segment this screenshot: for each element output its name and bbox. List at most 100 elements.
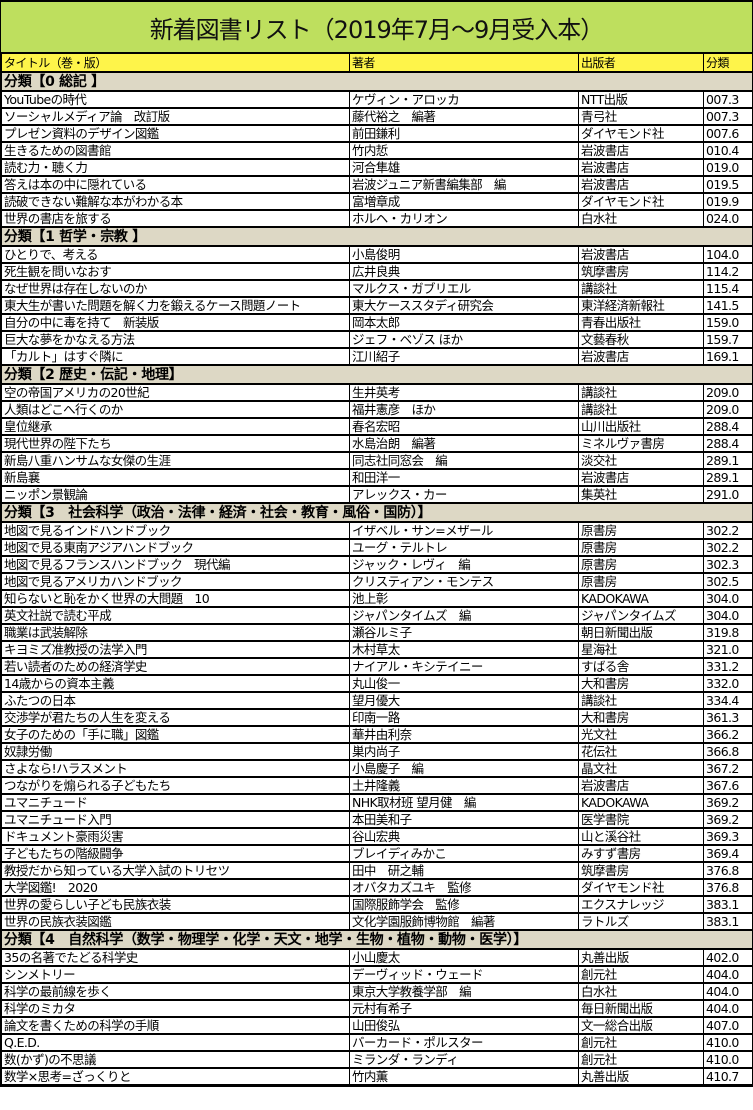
book-publisher: 講談社 xyxy=(578,692,704,710)
table-row: 若い読者のための経済学史 ナイアル・キシテイニー すばる舎 331.2 xyxy=(1,658,753,676)
book-title: 大学図鑑! 2020 xyxy=(1,879,350,897)
book-publisher: エクスナレッジ xyxy=(578,896,704,914)
book-publisher: ダイヤモンド社 xyxy=(578,193,704,211)
book-publisher: 白水社 xyxy=(578,983,704,1001)
table-row: 世界の民族衣装図鑑 文化学園服飾博物館 編著 ラトルズ 383.1 xyxy=(1,913,753,931)
book-author: デーヴィッド・ウェード xyxy=(349,966,579,984)
book-author: 望月優大 xyxy=(349,692,579,710)
category-label: 分類【4 自然科学（数学・物理学・化学・天文・地学・生物・植物・動物・医学）】 xyxy=(1,930,753,950)
book-author: 文化学園服飾博物館 編著 xyxy=(349,913,579,931)
book-author: 前田鎌利 xyxy=(349,125,579,143)
book-publisher: ジャパンタイムズ xyxy=(578,607,704,625)
book-classification: 104.0 xyxy=(703,246,753,264)
book-publisher: 晶文社 xyxy=(578,760,704,778)
book-title: 知らないと恥をかく世界の大問題 10 xyxy=(1,590,350,608)
book-title: 職業は武装解除 xyxy=(1,624,350,642)
table-row: 巨大な夢をかなえる方法 ジェフ・ベゾス ほか 文藝春秋 159.7 xyxy=(1,331,753,349)
table-row: Q.E.D. バーカード・ポルスター 創元社 410.0 xyxy=(1,1034,753,1052)
book-classification: 383.1 xyxy=(703,896,753,914)
book-classification: 024.0 xyxy=(703,210,753,228)
table-row: 現代世界の陛下たち 水島治朗 編著 ミネルヴァ書房 288.4 xyxy=(1,435,753,453)
book-publisher: 星海社 xyxy=(578,641,704,659)
table-row: さよなら!ハラスメント 小島慶子 編晶文社 367.2 xyxy=(1,760,753,778)
book-title: 読む力・聴く力 xyxy=(1,159,350,177)
book-publisher: 光文社 xyxy=(578,726,704,744)
book-classification: 366.8 xyxy=(703,743,753,761)
book-title: シンメトリー xyxy=(1,966,350,984)
book-classification: 007.3 xyxy=(703,91,753,109)
book-publisher: 山川出版社 xyxy=(578,418,704,436)
book-publisher: 毎日新聞出版 xyxy=(578,1000,704,1018)
book-publisher: 青春出版社 xyxy=(578,314,704,332)
book-title: 皇位継承 xyxy=(1,418,350,436)
book-publisher: 原書房 xyxy=(578,539,704,557)
book-title: 女子のための「手に職」図鑑 xyxy=(1,726,350,744)
book-publisher: KADOKAWA xyxy=(578,794,704,812)
book-title: プレゼン資料のデザイン図鑑 xyxy=(1,125,350,143)
book-classification: 332.0 xyxy=(703,675,753,693)
book-title: 英文社説で読む平成 xyxy=(1,607,350,625)
table-row: 職業は武装解除 瀬谷ルミ子 朝日新聞出版 319.8 xyxy=(1,624,753,642)
book-author: 小山慶太 xyxy=(349,949,579,967)
book-publisher: 医学書院 xyxy=(578,811,704,829)
book-author: 福井憲彦 ほか xyxy=(349,401,579,419)
book-publisher: 創元社 xyxy=(578,966,704,984)
table-row: 皇位継承 春名宏昭 山川出版社 288.4 xyxy=(1,418,753,436)
book-classification: 289.1 xyxy=(703,469,753,487)
book-publisher: 集英社 xyxy=(578,486,704,504)
header-title: タイトル（巻・版） xyxy=(1,54,350,73)
book-classification: 007.6 xyxy=(703,125,753,143)
book-author: 河合隼雄 xyxy=(349,159,579,177)
book-publisher: 文一総合出版 xyxy=(578,1017,704,1035)
book-classification: 331.2 xyxy=(703,658,753,676)
book-author: 山田俊弘 xyxy=(349,1017,579,1035)
book-author: 印南一路 xyxy=(349,709,579,727)
book-title: キヨミズ准教授の法学入門 xyxy=(1,641,350,659)
book-title: 人類はどこへ行くのか xyxy=(1,401,350,419)
book-title: ニッポン景観論 xyxy=(1,486,350,504)
table-row: 地図で見る東南アジアハンドブック ユーグ・テルトレ 原書房 302.2 xyxy=(1,539,753,557)
book-title: 空の帝国アメリカの20世紀 xyxy=(1,384,350,402)
book-classification: 169.1 xyxy=(703,348,753,366)
book-author: 小島慶子 編 xyxy=(349,760,579,778)
book-publisher: 原書房 xyxy=(578,556,704,574)
book-author: マルクス・ガブリエル xyxy=(349,280,579,298)
table-row: 世界の愛らしい子ども民族衣装 国際服飾学会 監修 エクスナレッジ 383.1 xyxy=(1,896,753,914)
book-classification: 302.2 xyxy=(703,522,753,540)
book-title: 死生観を問いなおす xyxy=(1,263,350,281)
book-author: オバタカズユキ 監修 xyxy=(349,879,579,897)
table-row: 英文社説で読む平成 ジャパンタイムズ 編ジャパンタイムズ 304.0 xyxy=(1,607,753,625)
book-title: 現代世界の陛下たち xyxy=(1,435,350,453)
book-author: 小島俊明 xyxy=(349,246,579,264)
book-author: ユーグ・テルトレ xyxy=(349,539,579,557)
book-classification: 114.2 xyxy=(703,263,753,281)
book-title: 子どもたちの階級闘争 xyxy=(1,845,350,863)
book-title: 「カルト」はすぐ隣に xyxy=(1,348,350,366)
category-label: 分類【1 哲学・宗教 】 xyxy=(1,227,753,247)
table-row: 人類はどこへ行くのか 福井憲彦 ほか 講談社 209.0 xyxy=(1,401,753,419)
book-author: 生井英考 xyxy=(349,384,579,402)
book-classification: 302.2 xyxy=(703,539,753,557)
book-classification: 159.0 xyxy=(703,314,753,332)
book-title: 世界の愛らしい子ども民族衣装 xyxy=(1,896,350,914)
table-row: 自分の中に毒を持て 新装版 岡本太郎 青春出版社 159.0 xyxy=(1,314,753,332)
book-list-sheet: 新着図書リスト（2019年7月～9月受入本） タイトル（巻・版） 著者 出版者 … xyxy=(0,0,753,1087)
book-title: ユマニチュード入門 xyxy=(1,811,350,829)
book-title: 答えは本の中に隠れている xyxy=(1,176,350,194)
book-classification: 159.7 xyxy=(703,331,753,349)
table-row: 世界の書店を旅する ホルヘ・カリオン 白水社 024.0 xyxy=(1,210,753,228)
book-author: 池上彰 xyxy=(349,590,579,608)
book-publisher: 創元社 xyxy=(578,1034,704,1052)
book-classification: 367.6 xyxy=(703,777,753,795)
table-row: プレゼン資料のデザイン図鑑 前田鎌利 ダイヤモンド社 007.6 xyxy=(1,125,753,143)
book-author: 土井隆義 xyxy=(349,777,579,795)
book-classification: 334.4 xyxy=(703,692,753,710)
header-classification: 分類 xyxy=(703,54,753,73)
book-author: 木村草太 xyxy=(349,641,579,659)
table-row: 新島八重ハンサムな女傑の生涯 同志社同窓会 編淡交社 289.1 xyxy=(1,452,753,470)
book-publisher: 山と溪谷社 xyxy=(578,828,704,846)
book-title: 読破できない難解な本がわかる本 xyxy=(1,193,350,211)
book-author: 東大ケーススタディ研究会 xyxy=(349,297,579,315)
table-row: YouTubeの時代 ケヴィン・アロッカ NTT出版 007.3 xyxy=(1,91,753,109)
book-publisher: 朝日新聞出版 xyxy=(578,624,704,642)
